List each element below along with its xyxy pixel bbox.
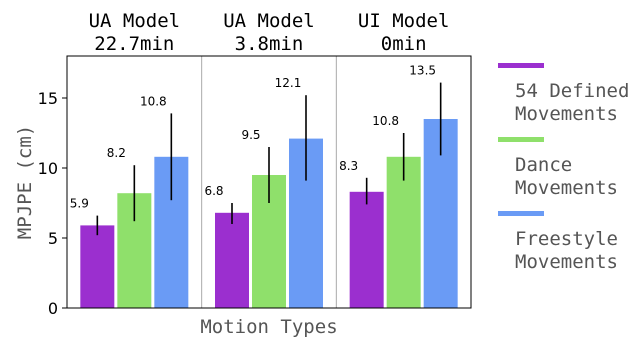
- error-bars: [96, 82, 442, 236]
- y-tick-label: 5: [48, 229, 58, 248]
- legend-swatch: [498, 63, 544, 68]
- group-title: UA Model: [223, 10, 315, 32]
- data-label: 10.8: [372, 114, 399, 128]
- legend-swatch: [498, 137, 544, 142]
- group-title: UI Model: [358, 10, 450, 32]
- data-label: 6.8: [204, 184, 223, 198]
- group-title: 0min: [381, 33, 427, 55]
- y-tick-label: 0: [48, 299, 58, 318]
- data-label: 5.9: [70, 197, 89, 211]
- y-tick-label: 15: [38, 89, 58, 108]
- legend-label: Movements: [515, 177, 618, 199]
- bar: [349, 191, 384, 308]
- legend-label: Movements: [515, 251, 618, 273]
- bar: [80, 225, 115, 308]
- bar: [386, 156, 421, 308]
- data-label: 9.5: [241, 128, 260, 142]
- y-tick-label: 10: [38, 159, 58, 178]
- legend: 54 DefinedMovementsDanceMovementsFreesty…: [498, 63, 629, 273]
- y-axis-label: MPJPE (cm): [14, 125, 36, 239]
- legend-label: Dance: [515, 154, 572, 176]
- group-title: 3.8min: [235, 33, 304, 55]
- legend-label: Freestyle: [515, 228, 618, 250]
- legend-label: Movements: [515, 103, 618, 125]
- group-title: 22.7min: [94, 33, 174, 55]
- group-dividers: [201, 56, 337, 308]
- data-label: 8.2: [107, 146, 126, 160]
- data-label: 8.3: [339, 159, 358, 173]
- data-label: 12.1: [275, 76, 302, 90]
- data-label: 13.5: [409, 64, 436, 78]
- y-axis: 0 5 10 15: [38, 89, 67, 318]
- data-labels: 5.9 6.8 8.3 8.2 9.5 10.8 10.8 12.1 13.5: [70, 64, 436, 211]
- legend-label: 54 Defined: [515, 80, 629, 102]
- x-axis-label: Motion Types: [200, 316, 337, 338]
- bar: [215, 212, 249, 308]
- legend-swatch: [498, 211, 544, 216]
- group-title: UA Model: [89, 10, 181, 32]
- data-label: 10.8: [140, 94, 167, 108]
- plot-frame: [66, 55, 472, 309]
- bars: [80, 119, 458, 308]
